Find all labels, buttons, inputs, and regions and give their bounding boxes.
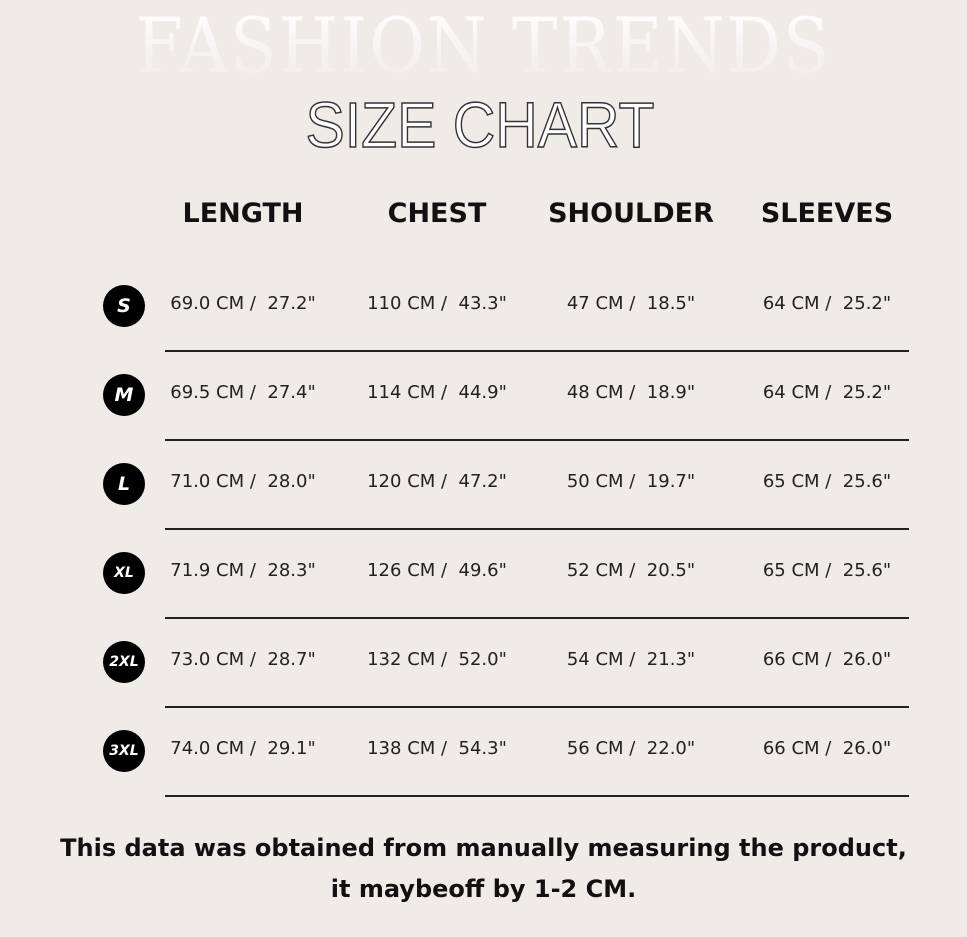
measurement-cell: 56 CM / 22.0" [566, 738, 696, 759]
row-divider [165, 617, 909, 619]
header-chest: CHEST [387, 198, 487, 229]
page-title: SIZE CHART [305, 89, 655, 161]
measurement-cell: 71.0 CM / 28.0" [170, 471, 316, 492]
measurement-cell: 48 CM / 18.9" [566, 382, 696, 403]
size-badge: M [103, 374, 145, 416]
table-row: S 69.0 CM / 27.2" 110 CM / 43.3" 47 CM / 18… [0, 285, 967, 394]
measurement-cell: 110 CM / 43.3" [367, 293, 507, 314]
measurement-cell: 47 CM / 18.5" [566, 293, 696, 314]
measurement-cell: 64 CM / 25.2" [762, 293, 892, 314]
measurement-cell: 126 CM / 49.6" [367, 560, 507, 581]
row-divider [165, 439, 909, 441]
header-shoulder: SHOULDER [548, 198, 714, 229]
table-row: 3XL 74.0 CM / 29.1" 138 CM / 54.3" 56 CM / … [0, 730, 967, 839]
size-badge: 2XL [103, 641, 145, 683]
row-divider [165, 795, 909, 797]
measurement-cell: 73.0 CM / 28.7" [170, 649, 316, 670]
row-divider [165, 350, 909, 352]
row-divider [165, 706, 909, 708]
table-row: 2XL 73.0 CM / 28.7" 132 CM / 52.0" 54 CM / … [0, 641, 967, 750]
size-badge: XL [103, 552, 145, 594]
header-sleeves: SLEEVES [760, 198, 894, 229]
measurement-cell: 54 CM / 21.3" [566, 649, 696, 670]
measurement-cell: 52 CM / 20.5" [566, 560, 696, 581]
measurement-cell: 65 CM / 25.6" [762, 560, 892, 581]
measurement-cell: 132 CM / 52.0" [367, 649, 507, 670]
table-row: XL 71.9 CM / 28.3" 126 CM / 49.6" 52 CM / 2… [0, 552, 967, 661]
measurement-cell: 69.0 CM / 27.2" [170, 293, 316, 314]
measurement-cell: 120 CM / 47.2" [367, 471, 507, 492]
measurement-cell: 65 CM / 25.6" [762, 471, 892, 492]
row-divider [165, 528, 909, 530]
background-title: FASHION TRENDS [48, 6, 918, 86]
size-badge: L [103, 463, 145, 505]
measurement-note: This data was obtained from manually mea… [60, 834, 907, 903]
measurement-cell: 66 CM / 26.0" [762, 649, 892, 670]
measurement-cell: 50 CM / 19.7" [566, 471, 696, 492]
measurement-cell: 71.9 CM / 28.3" [170, 560, 316, 581]
measurement-cell: 114 CM / 44.9" [367, 382, 507, 403]
header-length: LENGTH [182, 198, 304, 229]
measurement-cell: 74.0 CM / 29.1" [170, 738, 316, 759]
measurement-cell: 138 CM / 54.3" [367, 738, 507, 759]
measurement-cell: 69.5 CM / 27.4" [170, 382, 316, 403]
measurement-cell: 64 CM / 25.2" [762, 382, 892, 403]
measurement-cell: 66 CM / 26.0" [762, 738, 892, 759]
size-badge: S [103, 285, 145, 327]
table-row: L 71.0 CM / 28.0" 120 CM / 47.2" 50 CM / 19… [0, 463, 967, 572]
size-badge: 3XL [103, 730, 145, 772]
table-row: M 69.5 CM / 27.4" 114 CM / 44.9" 48 CM / 18… [0, 374, 967, 483]
